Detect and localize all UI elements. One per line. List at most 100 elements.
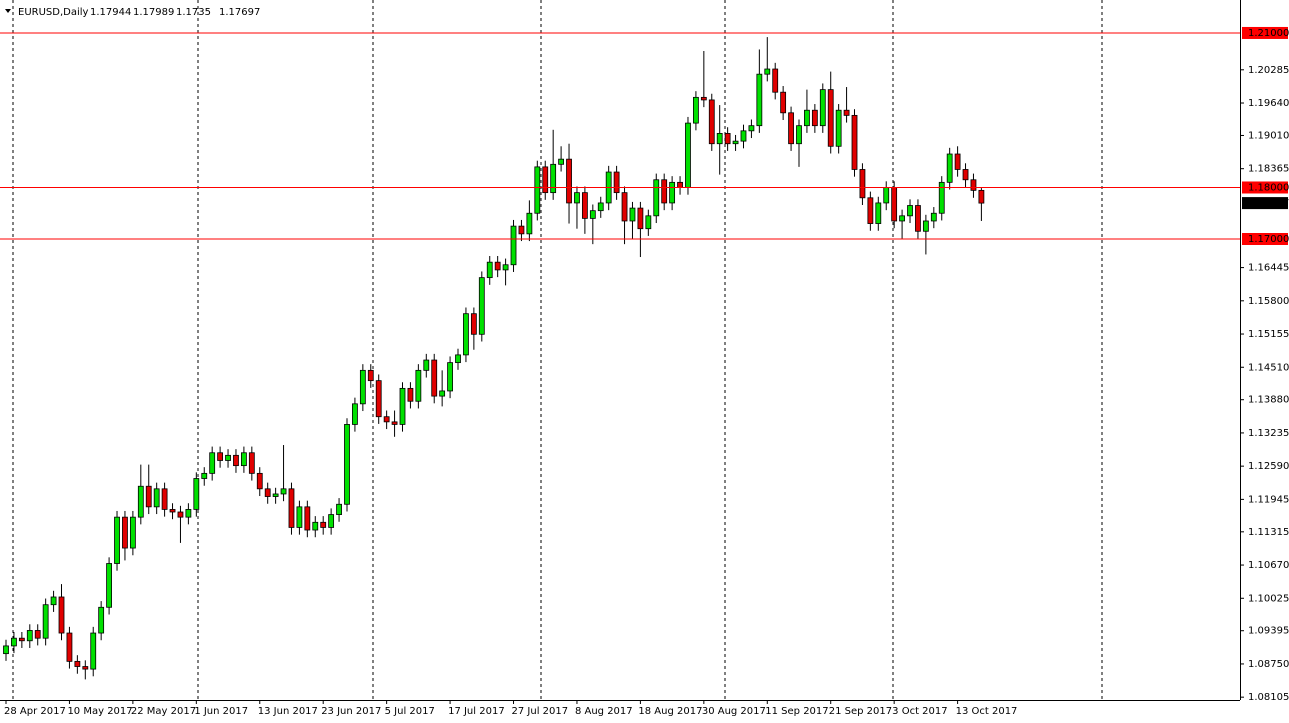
- y-tick-label: 1.15155: [1248, 329, 1289, 340]
- y-tick-label: 1.11945: [1248, 494, 1289, 505]
- header-low: 1.1735: [176, 7, 211, 18]
- y-tick-label: 1.14510: [1248, 362, 1289, 373]
- candle-body: [82, 666, 89, 670]
- y-tick-label: 1.13880: [1248, 395, 1289, 406]
- candle-body: [748, 125, 755, 132]
- candle-body: [431, 359, 438, 397]
- candle-body: [447, 362, 453, 392]
- candle-body: [574, 192, 580, 204]
- x-tick-label: 11 Sep 2017: [765, 706, 828, 717]
- candle-body: [978, 189, 985, 204]
- candle-body: [288, 488, 295, 528]
- y-tick-label: 1.12590: [1248, 461, 1289, 472]
- candle-body: [542, 166, 549, 194]
- candle-body: [677, 181, 683, 188]
- candle-body: [788, 112, 794, 145]
- candle-body: [811, 109, 818, 127]
- candle-body: [74, 660, 81, 667]
- candle-body: [954, 153, 961, 170]
- candle-body: [383, 416, 390, 423]
- candle-body: [756, 73, 763, 127]
- candle-body: [669, 181, 676, 204]
- header-open: 1.17944: [90, 7, 131, 18]
- y-tick-label: 1.10670: [1248, 560, 1289, 571]
- candle-body: [3, 645, 9, 655]
- candle-body: [796, 125, 802, 145]
- candle-body: [930, 212, 937, 222]
- candle-body: [581, 192, 588, 219]
- y-tick-label: 1.11315: [1248, 527, 1289, 538]
- y-tick-label: 1.18365: [1248, 164, 1289, 175]
- candle-body: [367, 369, 374, 382]
- x-tick-label: 8 Aug 2017: [575, 706, 633, 717]
- candle-body: [851, 114, 858, 170]
- candle-body: [161, 488, 168, 510]
- x-tick-label: 27 Jul 2017: [512, 706, 569, 717]
- candle-body: [938, 181, 945, 214]
- x-tick-label: 30 Aug 2017: [702, 706, 766, 717]
- candle-body: [185, 509, 192, 518]
- candle-body: [478, 277, 485, 335]
- candle-body: [566, 158, 572, 204]
- candle-body: [296, 506, 303, 528]
- candle-body: [859, 169, 866, 199]
- candle-body: [359, 369, 366, 405]
- candle-body: [336, 503, 342, 515]
- candle-body: [819, 89, 826, 127]
- candle-body: [740, 130, 747, 142]
- candle-body: [344, 424, 350, 505]
- candle-body: [891, 187, 898, 222]
- candle-body: [827, 89, 834, 147]
- candle-body: [685, 122, 691, 188]
- candle-body: [407, 387, 414, 402]
- candle-body: [804, 109, 810, 127]
- candle-body: [629, 207, 636, 222]
- candle-body: [693, 96, 699, 124]
- candle-body: [899, 215, 905, 222]
- candle-body: [193, 478, 200, 510]
- candle-body: [708, 99, 715, 145]
- candle-body: [248, 452, 255, 474]
- candle-body: [470, 313, 477, 335]
- candle-body: [922, 220, 929, 232]
- candle-body: [558, 158, 564, 165]
- last-price-label: 1.17697: [1248, 198, 1289, 209]
- candle-body: [637, 207, 644, 230]
- candle-body: [970, 179, 977, 191]
- candle-body: [272, 493, 279, 497]
- x-tick-label: 22 May 2017: [131, 706, 196, 717]
- candle-body: [597, 202, 604, 212]
- candle-body: [780, 91, 787, 114]
- candle-body: [177, 511, 184, 518]
- candle-body: [399, 387, 406, 425]
- candle-body: [455, 354, 461, 364]
- level-label-box: [1242, 26, 1288, 39]
- y-tick-label: 1.19010: [1248, 130, 1289, 141]
- candle-body: [621, 192, 628, 222]
- candle-body: [486, 261, 493, 279]
- y-tick-label: 1.19640: [1248, 98, 1289, 109]
- x-tick-label: 28 Apr 2017: [4, 706, 66, 717]
- candle-body: [233, 454, 239, 467]
- candle-body: [328, 514, 335, 528]
- level-label-box: [1242, 232, 1288, 245]
- candle-body: [114, 516, 120, 564]
- candle-body: [98, 606, 105, 634]
- candle-body: [875, 202, 882, 224]
- candle-body: [11, 637, 17, 647]
- candle-body: [320, 521, 327, 528]
- candle-body: [732, 140, 739, 145]
- x-tick-label: 23 Jun 2017: [321, 706, 381, 717]
- candle-body: [534, 166, 541, 214]
- candle-body: [716, 133, 723, 145]
- candle-body: [352, 403, 358, 425]
- candle-body: [550, 163, 557, 194]
- candle-body: [843, 109, 850, 116]
- candle-body: [415, 369, 422, 402]
- x-tick-label: 1 Jun 2017: [194, 706, 248, 717]
- candle-body: [137, 485, 144, 518]
- candle-body: [304, 506, 311, 531]
- candle-body: [907, 205, 913, 217]
- candle-body: [700, 96, 707, 101]
- y-tick-label: 1.20285: [1248, 65, 1289, 76]
